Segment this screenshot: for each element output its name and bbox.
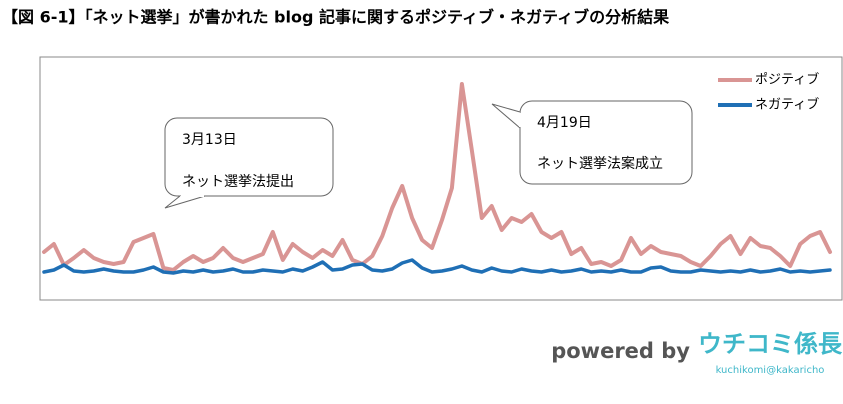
logo-sub: kuchikomi@kakaricho [716, 365, 825, 376]
powered-by: powered by [551, 339, 690, 363]
callout-date: 3月13日 [182, 132, 237, 148]
callout-box [519, 100, 693, 185]
callout-tail [164, 195, 206, 209]
legend-label: ポジティブ [755, 72, 819, 88]
series-line [42, 258, 832, 275]
series-line [42, 82, 832, 272]
callout-text: ネット選挙法案成立 [537, 155, 663, 172]
legend-label: ネガティブ [755, 97, 819, 113]
callout-text: ネット選挙法提出 [182, 174, 294, 190]
chart-title: 【図 6-1】「ネット選挙」が書かれた blog 記事に関するポジティブ・ネガテ… [2, 8, 669, 27]
callout-date: 4月19日 [537, 115, 592, 131]
logo: ウチコミ係長 [698, 330, 843, 358]
callout-box [164, 117, 334, 197]
callout-tail [491, 103, 521, 129]
